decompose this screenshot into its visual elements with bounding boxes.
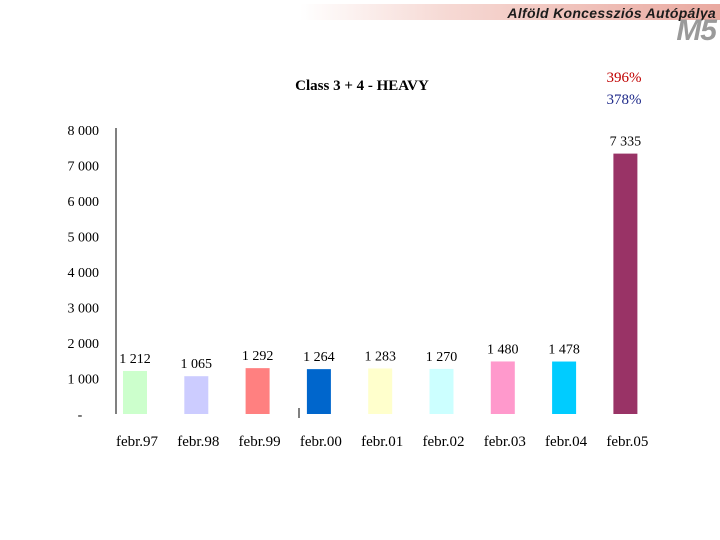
- header-band: Alföld Koncessziós Autópálya: [300, 4, 720, 21]
- y-tick-label: 2 000: [68, 337, 100, 352]
- x-tick-label: febr.01: [361, 434, 403, 450]
- y-tick-label: 7 000: [68, 160, 100, 175]
- x-tick-label: febr.02: [422, 434, 464, 450]
- x-tick-label: febr.05: [606, 434, 648, 450]
- bar-value-label: 1 264: [303, 350, 335, 365]
- bar-value-label: 1 292: [242, 349, 274, 364]
- bar-febr.97: [123, 370, 147, 414]
- bar-febr.04: [552, 361, 577, 414]
- y-tick-label: 6 000: [68, 195, 100, 210]
- x-tick-label: febr.97: [116, 434, 159, 450]
- bar-febr.99: [245, 368, 270, 414]
- bar-febr.05: [613, 153, 638, 415]
- bar-febr.00: [306, 369, 331, 414]
- bar-febr.03: [490, 361, 515, 414]
- chart-title: Class 3 + 4 - HEAVY: [295, 78, 429, 94]
- m5-logo: M5: [676, 14, 717, 47]
- x-tick-label: febr.99: [239, 434, 281, 450]
- y-tick-label: 8 000: [68, 124, 100, 139]
- growth-percent-red: 396%: [607, 70, 642, 86]
- bar-value-label: 1 065: [181, 357, 213, 372]
- x-tick-label: febr.98: [177, 434, 219, 450]
- y-tick-label: 4 000: [68, 266, 100, 281]
- bar-value-label: 1 212: [119, 352, 151, 367]
- x-tick-label: febr.03: [484, 434, 526, 450]
- bar-value-label: 1 283: [364, 349, 396, 364]
- company-name: Alföld Koncessziós Autópálya: [507, 5, 716, 21]
- x-tick-label: febr.04: [545, 434, 588, 450]
- bar-febr.01: [368, 368, 393, 414]
- x-tick-label: febr.00: [300, 434, 342, 450]
- y-tick-label: 1 000: [68, 373, 100, 388]
- y-tick-label: -: [78, 408, 83, 423]
- bar-value-label: 1 480: [487, 342, 519, 357]
- growth-percent-blue: 378%: [607, 92, 642, 108]
- bar-febr.98: [184, 376, 209, 414]
- y-tick-label: 5 000: [68, 231, 100, 246]
- bar-value-label: 1 478: [548, 343, 580, 358]
- bar-value-label: 7 335: [610, 135, 642, 150]
- bar-value-label: 1 270: [426, 350, 458, 365]
- y-tick-label: 3 000: [68, 302, 100, 317]
- bar-febr.02: [429, 368, 454, 414]
